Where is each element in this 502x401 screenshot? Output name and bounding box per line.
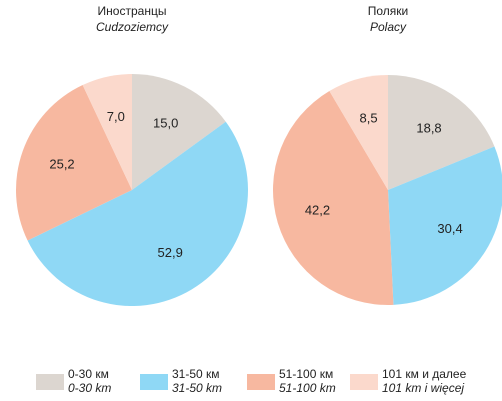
legend-label: 51-100 км [279,367,333,381]
pie-slice [16,85,132,241]
pie-slice [388,75,495,190]
legend-swatch [350,374,378,390]
pie-slice [132,74,226,190]
legend-swatch [247,374,275,390]
slice-label: 7,0 [107,109,125,124]
chart-subtitle: Cudzoziemcy [96,20,169,34]
legend-label-alt: 0-30 km [68,381,111,395]
legend-label: 31-50 км [172,367,220,381]
pie-slice [82,74,132,190]
chart-title: Поляки [368,4,409,18]
pie-slice [27,121,248,306]
pie-slice [388,146,502,305]
slice-label: 15,0 [153,115,178,130]
slice-label: 18,8 [416,120,441,135]
slice-label: 52,9 [158,245,183,260]
pie-slice [329,75,388,190]
legend-label: 0-30 км [68,367,109,381]
slice-label: 25,2 [49,157,74,172]
legend-label-alt: 51-100 km [279,381,336,395]
chart-subtitle: Polacy [370,20,407,34]
chart-title: Иностранцы [98,4,167,18]
slice-label: 8,5 [360,110,378,125]
legend-swatch [140,374,168,390]
legend-label: 101 км и далее [382,367,467,381]
legend-label-alt: 31-50 km [172,381,222,395]
slice-label: 42,2 [305,203,330,218]
pie-slice [273,91,394,305]
legend-label-alt: 101 km i więcej [382,381,464,395]
slice-label: 30,4 [437,221,462,236]
legend-swatch [36,374,64,390]
